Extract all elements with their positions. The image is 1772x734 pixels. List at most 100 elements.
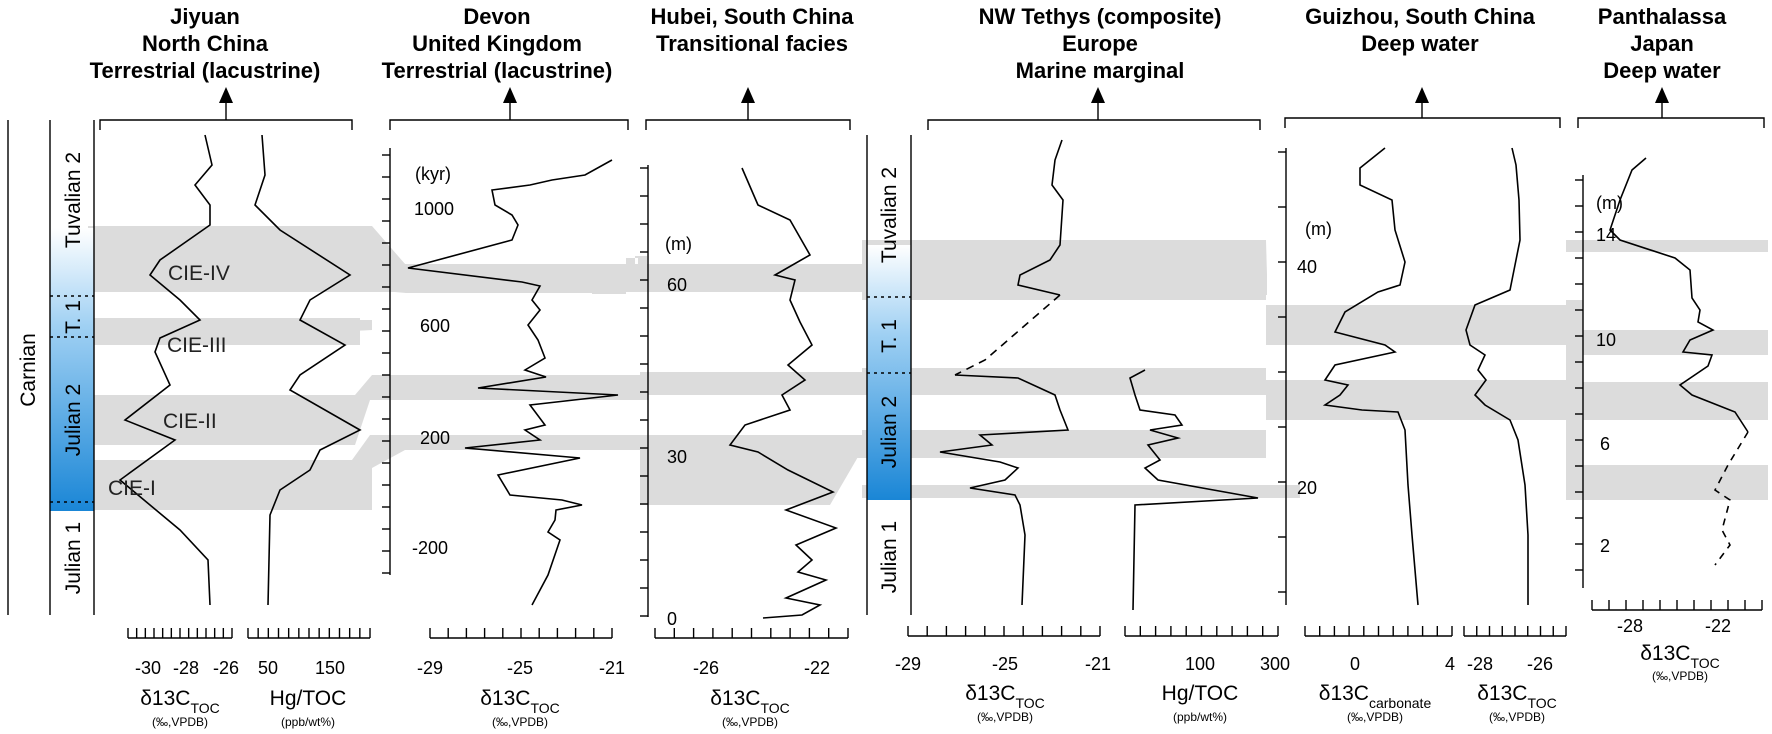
title-devon-d13c-sub: TOC <box>530 700 559 716</box>
band-19 <box>1566 330 1768 355</box>
tick-jiyuan-d13c-1: -28 <box>173 658 199 678</box>
title-pan-d13c-sub: TOC <box>1690 655 1719 671</box>
tick-pan-1: -22 <box>1705 616 1731 636</box>
tick-devon-1: -25 <box>507 658 533 678</box>
tick-guizhou-toc-1: -26 <box>1527 654 1553 674</box>
band-17 <box>1266 485 1300 498</box>
header-hubei-line1: Hubei, South China <box>651 4 855 29</box>
panthalassa-depth-10: 10 <box>1596 330 1616 350</box>
curve-jiyuan-d13c <box>118 134 213 606</box>
cie-i-label: CIE-I <box>108 477 156 500</box>
devon-depth-1000: 1000 <box>414 199 454 219</box>
cie-ii-label: CIE-II <box>163 410 217 433</box>
depth-axes: (kyr) 1000 600 200 -200 (m) 60 30 0 (m) … <box>389 148 1623 629</box>
bracket-hubei-line <box>645 119 851 130</box>
bracket-hubei-arrow <box>741 87 755 103</box>
tick-pan-0: -28 <box>1617 616 1643 636</box>
panthalassa-depth-unit: (m) <box>1596 193 1623 213</box>
stage-julian-1: Julian 1 <box>62 522 85 594</box>
curve-panthalassa-d13c <box>1609 157 1749 433</box>
tick-guizhou-toc-0: -28 <box>1467 654 1493 674</box>
bracket-guizhou-arrow <box>1415 87 1429 103</box>
band-4 <box>94 395 355 445</box>
brackets <box>99 87 1765 638</box>
title-hubei-d13c: δ13CTOC <box>710 687 790 716</box>
title-hubei-d13c-main: δ13C <box>710 687 760 710</box>
hubei-depth-60: 60 <box>667 275 687 295</box>
stage-t1: T. 1 <box>62 300 85 334</box>
header-tethys-line2: Europe <box>1062 31 1138 56</box>
cie-labels: CIE-I CIE-II CIE-III CIE-IV <box>108 262 230 500</box>
curve-tethys-d13c-lower <box>939 374 1070 606</box>
tick-tethys-hg-2: 300 <box>1260 654 1290 674</box>
title-guizhou-toc-main: δ13C <box>1477 682 1527 705</box>
unit-devon-d13c: (‰,VPDB) <box>492 715 548 729</box>
bracket-guizhou-line <box>1284 117 1561 128</box>
bracket-panthalassa-arrow <box>1655 87 1669 103</box>
plot-layer <box>118 134 1749 619</box>
title-guizhou-carb: δ13Ccarbonate <box>1319 682 1432 711</box>
unit-jiyuan-hg: (ppb/wt%) <box>281 715 335 729</box>
guizhou-depth-40: 40 <box>1297 257 1317 277</box>
headers: Jiyuan North China Terrestrial (lacustri… <box>90 4 1727 83</box>
band-15 <box>862 430 1266 458</box>
header-tethys-line1: NW Tethys (composite) <box>979 4 1222 29</box>
band-14 <box>1266 380 1568 420</box>
bracket-jiyuan-line <box>99 119 353 130</box>
unit-guizhou-carb: (‰,VPDB) <box>1347 710 1403 724</box>
header-panthalassa-line3: Deep water <box>1603 58 1721 83</box>
unit-hubei-d13c: (‰,VPDB) <box>722 715 778 729</box>
title-tethys-d13c-sub: TOC <box>1015 695 1044 711</box>
tick-jiyuan-hg-1: 150 <box>315 658 345 678</box>
stage2-tuvalian-2: Tuvalian 2 <box>878 167 901 263</box>
header-jiyuan-line2: North China <box>142 31 269 56</box>
header-jiyuan-line1: Jiyuan <box>170 4 240 29</box>
band-21 <box>1566 465 1768 500</box>
title-guizhou-carb-sub: carbonate <box>1369 695 1431 711</box>
band-8 <box>640 372 862 395</box>
tick-guizhou-carb-1: 4 <box>1445 654 1455 674</box>
title-jiyuan-d13c-main: δ13C <box>140 687 190 710</box>
title-hubei-d13c-sub: TOC <box>760 700 789 716</box>
curve-jiyuan-hgtoc <box>254 134 362 606</box>
hubei-depth-unit: (m) <box>665 234 692 254</box>
stage-column-2: Julian 1 Julian 2 T. 1 Tuvalian 2 <box>866 135 912 615</box>
header-jiyuan-line3: Terrestrial (lacustrine) <box>90 58 321 83</box>
band-12 <box>1266 305 1568 345</box>
band-10 <box>640 450 862 505</box>
devon-depth-600: 600 <box>420 316 450 336</box>
unit-jiyuan-d13c: (‰,VPDB) <box>152 715 208 729</box>
header-panthalassa-line2: Japan <box>1630 31 1694 56</box>
header-panthalassa-line1: Panthalassa <box>1598 4 1727 29</box>
bracket-devon-arrow <box>503 87 517 103</box>
band-22 <box>1566 300 1583 500</box>
title-tethys-d13c: δ13CTOC <box>965 682 1045 711</box>
band-18 <box>1566 240 1768 252</box>
tick-hubei-0: -26 <box>693 658 719 678</box>
title-jiyuan-hg: Hg/TOC <box>270 687 347 710</box>
header-devon-line2: United Kingdom <box>412 31 582 56</box>
tick-jiyuan-hg-0: 50 <box>258 658 278 678</box>
tick-guizhou-carb-0: 0 <box>1350 654 1360 674</box>
panthalassa-depth-6: 6 <box>1600 434 1610 454</box>
tick-devon-2: -21 <box>599 658 625 678</box>
stage2-t1: T. 1 <box>878 319 901 353</box>
header-devon-line3: Terrestrial (lacustrine) <box>382 58 613 83</box>
tick-tethys-0: -29 <box>895 654 921 674</box>
band-0 <box>94 228 635 292</box>
curve-panthalassa-dashed <box>1713 431 1749 566</box>
title-tethys-hg: Hg/TOC <box>1162 682 1239 705</box>
curve-hubei-d13c <box>728 167 839 619</box>
curve-devon-d13c <box>407 159 619 606</box>
unit-tethys-hg: (ppb/wt%) <box>1173 710 1227 724</box>
title-pan-d13c: δ13CTOC <box>1640 642 1720 671</box>
curve-guizhou-carb <box>1322 147 1419 606</box>
title-guizhou-carb-main: δ13C <box>1319 682 1369 705</box>
curve-tethys-hgtoc <box>1129 369 1259 611</box>
title-jiyuan-d13c-sub: TOC <box>190 700 219 716</box>
tick-tethys-1: -25 <box>992 654 1018 674</box>
stage2-julian-2: Julian 2 <box>878 396 901 468</box>
stage-fill <box>50 228 94 511</box>
hubei-depth-0: 0 <box>667 609 677 629</box>
